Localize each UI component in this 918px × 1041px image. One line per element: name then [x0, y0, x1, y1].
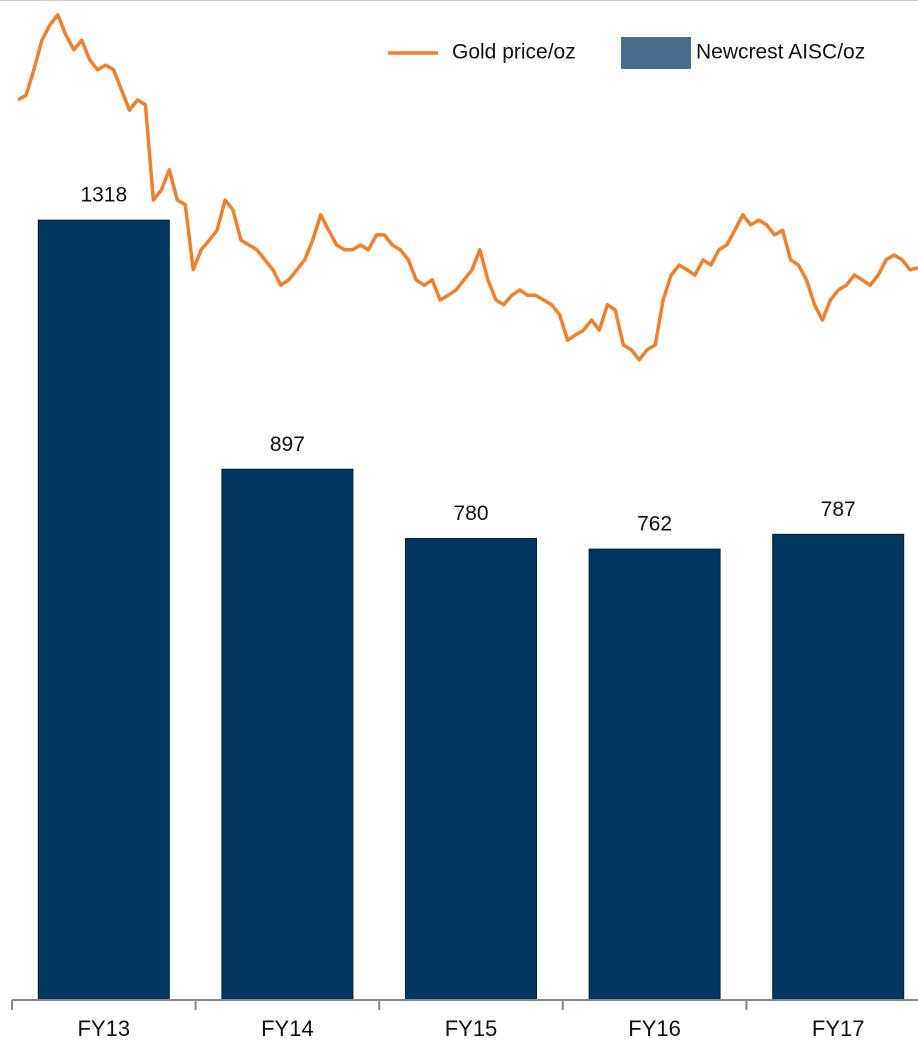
x-tick-label: FY15	[445, 1016, 498, 1041]
bar	[221, 468, 354, 1001]
bar	[37, 219, 170, 1001]
data-label: 787	[821, 498, 856, 521]
legend-label: Gold price/oz	[452, 41, 576, 64]
x-tick-label: FY16	[628, 1016, 681, 1041]
gold-line	[17, 13, 918, 362]
x-tick-label: FY17	[812, 1016, 865, 1041]
bar	[588, 548, 721, 1001]
legend-label: Newcrest AISC/oz	[696, 41, 865, 64]
legend-swatch	[621, 37, 691, 69]
bar	[772, 533, 905, 1001]
data-label: 762	[637, 513, 672, 536]
data-label: 897	[270, 433, 305, 456]
data-label: 1318	[80, 184, 127, 207]
data-label: 780	[453, 502, 488, 525]
x-tick-label: FY13	[78, 1016, 131, 1041]
x-tick-label: FY14	[261, 1016, 314, 1041]
bar	[405, 537, 537, 1001]
